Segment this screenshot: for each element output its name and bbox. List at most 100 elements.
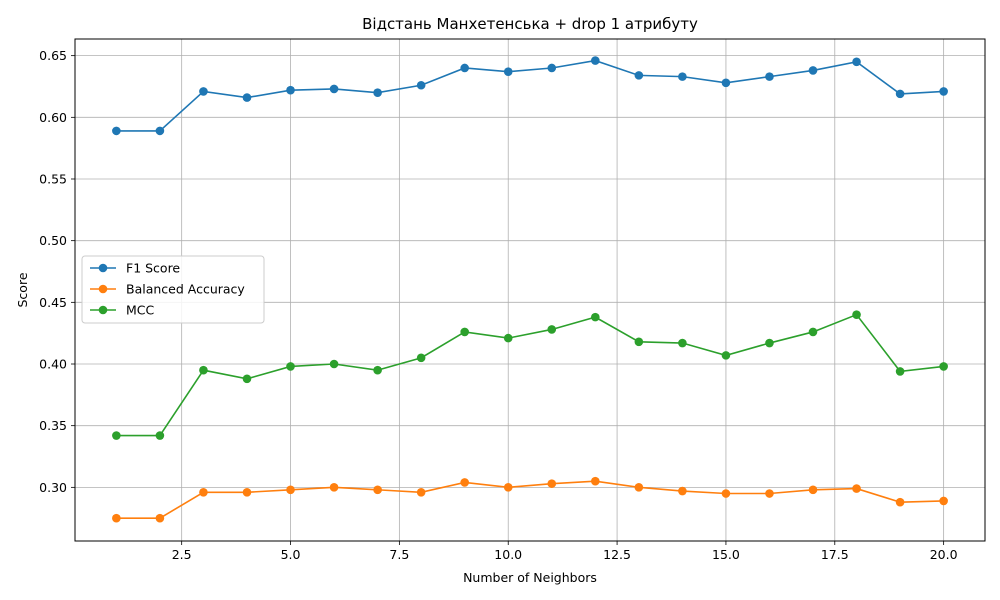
x-axis-label: Number of Neighbors <box>463 570 597 585</box>
data-point <box>329 84 339 94</box>
data-point <box>373 88 382 97</box>
series-line <box>116 313 944 437</box>
data-point <box>155 513 165 523</box>
data-point <box>939 496 948 506</box>
x-axis: 2.5 5.0 7.5 10.0 12.5 15.0 17.5 20.0 <box>172 541 958 562</box>
y-tick-label: 0.30 <box>39 480 67 495</box>
data-point <box>852 484 861 493</box>
data-point <box>547 479 557 488</box>
series-balanced-accuracy <box>112 476 948 523</box>
data-point <box>199 365 208 375</box>
x-tick-label: 7.5 <box>389 547 409 562</box>
data-point <box>112 431 121 440</box>
x-tick-label: 20.0 <box>930 547 958 562</box>
data-point <box>721 489 731 498</box>
legend-item: Balanced Accuracy <box>90 282 245 297</box>
chart-title: Відстань Манхетенська + drop 1 атрибуту <box>362 15 698 33</box>
y-tick-label: 0.45 <box>39 295 67 310</box>
data-point <box>852 57 861 67</box>
y-axis: 0.30 0.35 0.40 0.45 0.50 0.55 0.60 0.65 <box>39 48 75 495</box>
data-point <box>503 67 513 76</box>
legend-item: F1 Score <box>90 261 180 276</box>
data-point <box>765 338 774 348</box>
series-layer <box>112 56 948 523</box>
legend-label: F1 Score <box>126 261 180 276</box>
plot-frame <box>74 38 986 542</box>
legend-label: Balanced Accuracy <box>126 282 245 297</box>
data-point <box>460 478 469 487</box>
y-tick-label: 0.50 <box>39 233 67 248</box>
x-tick-label: 12.5 <box>603 547 631 562</box>
legend-box <box>81 255 265 324</box>
data-point <box>460 63 469 73</box>
data-point <box>373 365 382 375</box>
x-tick-label: 5.0 <box>281 547 301 562</box>
data-point <box>721 351 731 360</box>
y-tick-label: 0.40 <box>39 357 67 372</box>
data-point <box>155 126 165 136</box>
data-point <box>678 72 687 81</box>
x-tick-label: 15.0 <box>712 547 740 562</box>
data-point <box>416 80 426 90</box>
x-tick-label: 17.5 <box>821 547 849 562</box>
data-point <box>373 485 382 495</box>
data-point <box>765 72 774 81</box>
data-point <box>112 126 121 136</box>
data-point <box>939 87 948 96</box>
series-f1-score <box>112 56 948 136</box>
y-tick-label: 0.35 <box>39 418 67 433</box>
data-point <box>808 66 818 75</box>
y-tick-label: 0.55 <box>39 171 67 186</box>
data-point <box>895 497 905 507</box>
data-point <box>242 487 252 497</box>
data-point <box>416 353 426 363</box>
series-line <box>116 59 944 132</box>
data-point <box>808 485 818 495</box>
legend-marker <box>98 305 108 315</box>
data-point <box>155 431 165 440</box>
data-point <box>286 85 295 95</box>
data-point <box>634 71 644 80</box>
legend-marker <box>98 284 108 294</box>
data-point <box>591 56 600 65</box>
data-point <box>895 367 905 376</box>
data-point <box>895 89 905 99</box>
legend-item: MCC <box>90 303 155 318</box>
x-tick-label: 10.0 <box>494 547 522 562</box>
series-line <box>116 480 944 519</box>
data-point <box>286 362 295 371</box>
data-point <box>591 312 600 322</box>
data-point <box>329 359 339 369</box>
data-point <box>547 325 557 334</box>
data-point <box>503 333 513 343</box>
x-tick-label: 2.5 <box>172 547 192 562</box>
legend: F1 Score Balanced Accuracy MCC <box>81 255 265 324</box>
data-point <box>242 374 252 384</box>
data-point <box>112 513 121 523</box>
y-tick-label: 0.60 <box>39 110 67 125</box>
data-point <box>286 485 295 495</box>
data-point <box>765 489 774 498</box>
data-point <box>199 87 208 96</box>
data-point <box>852 310 861 319</box>
y-axis-label: Score <box>15 272 30 307</box>
data-point <box>460 327 469 337</box>
data-point <box>634 337 644 347</box>
data-point <box>634 483 644 492</box>
data-point <box>678 486 687 496</box>
data-point <box>547 63 557 73</box>
y-tick-label: 0.65 <box>39 48 67 63</box>
data-point <box>199 487 208 497</box>
legend-marker <box>98 263 108 273</box>
data-point <box>329 483 339 492</box>
data-point <box>416 487 426 497</box>
data-point <box>808 327 818 337</box>
data-point <box>678 338 687 348</box>
data-point <box>503 483 513 492</box>
legend-label: MCC <box>126 303 155 318</box>
data-point <box>591 476 600 486</box>
series-mcc <box>112 310 948 440</box>
data-point <box>242 93 252 102</box>
data-point <box>939 362 948 371</box>
